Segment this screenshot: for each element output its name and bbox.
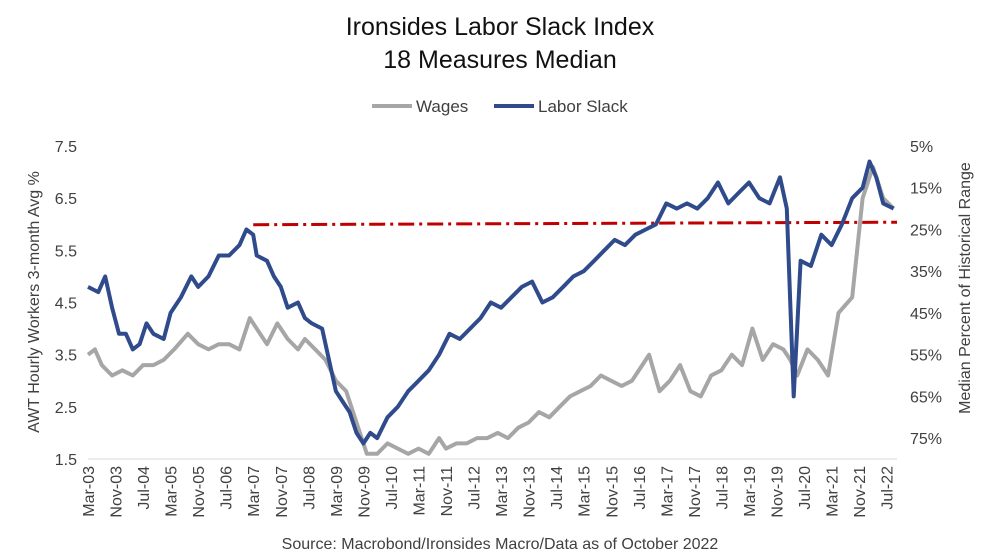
x-tick-label: Mar-19 <box>742 466 759 517</box>
x-tick-label: Mar-05 <box>164 466 181 517</box>
x-tick-label: Jul-14 <box>549 466 566 510</box>
source-note: Source: Macrobond/Ironsides Macro/Data a… <box>282 536 719 553</box>
left-axis-title: AWT Hourly Workers 3-month Avg % <box>26 171 43 433</box>
x-tick-label: Nov-09 <box>356 466 373 518</box>
x-tick-label: Mar-03 <box>81 466 98 517</box>
x-tick-label: Mar-15 <box>577 466 594 517</box>
left-tick-label: 1.5 <box>55 452 77 469</box>
right-tick-label: 65% <box>910 389 942 406</box>
x-tick-label: Nov-19 <box>770 466 787 518</box>
legend: Wages Labor Slack <box>372 97 628 116</box>
threshold-line <box>253 220 898 227</box>
right-tick-label: 25% <box>910 222 942 239</box>
x-tick-label: Jul-04 <box>136 466 153 510</box>
x-tick-label: Mar-13 <box>494 466 511 517</box>
x-tick-label: Jul-10 <box>384 466 401 510</box>
x-tick-label: Mar-21 <box>825 466 842 517</box>
x-tick-label: Nov-11 <box>439 466 456 516</box>
x-tick-label: Jul-08 <box>301 466 318 510</box>
x-tick-label: Nov-15 <box>604 466 621 518</box>
series-line-wages <box>86 164 896 456</box>
left-axis-ticks: 1.5 2.5 3.5 4.5 5.5 6.5 7.5 <box>55 139 77 469</box>
x-tick-label: Mar-09 <box>329 466 346 517</box>
x-tick-label: Jul-18 <box>714 466 731 510</box>
x-tick-label: Nov-21 <box>852 466 869 518</box>
left-tick-label: 4.5 <box>55 296 77 313</box>
x-tick-label: Nov-03 <box>109 466 126 518</box>
series-line-labor-slack <box>87 159 895 446</box>
left-tick-label: 6.5 <box>55 191 77 208</box>
chart-subtitle: 18 Measures Median <box>383 46 616 74</box>
right-axis-ticks: 5% 15% 25% 35% 45% 55% 65% 75% <box>910 139 942 448</box>
x-tick-label: Nov-07 <box>274 466 291 518</box>
left-tick-label: 2.5 <box>55 400 77 417</box>
right-tick-label: 35% <box>910 264 942 281</box>
x-tick-label: Jul-16 <box>632 466 649 510</box>
x-tick-label: Jul-06 <box>219 466 236 510</box>
right-axis-title: Median Percent of Historical Range <box>957 162 974 414</box>
right-tick-label: 15% <box>910 181 942 198</box>
x-tick-label: Nov-05 <box>191 466 208 518</box>
legend-label-labor-slack: Labor Slack <box>538 97 628 116</box>
right-tick-label: 5% <box>910 139 933 156</box>
right-tick-label: 45% <box>910 306 942 323</box>
right-tick-label: 55% <box>910 348 942 365</box>
x-tick-label: Nov-13 <box>522 466 539 518</box>
left-tick-label: 5.5 <box>55 243 77 260</box>
x-tick-label: Mar-11 <box>411 466 428 516</box>
x-tick-label: Jul-22 <box>880 466 897 510</box>
x-tick-label: Jul-12 <box>467 466 484 510</box>
x-tick-label: Jul-20 <box>797 466 814 510</box>
left-tick-label: 3.5 <box>55 348 77 365</box>
legend-label-wages: Wages <box>416 97 468 116</box>
left-tick-label: 7.5 <box>55 139 77 156</box>
plot-area <box>86 159 898 456</box>
right-tick-label: 75% <box>910 431 942 448</box>
x-tick-label: Mar-07 <box>246 466 263 517</box>
x-tick-label: Nov-17 <box>687 466 704 518</box>
x-axis-ticks: Mar-03 Nov-03 Jul-04 Mar-05 Nov-05 Jul-06 Mar-… <box>81 466 897 518</box>
chart-title: Ironsides Labor Slack Index <box>346 13 655 41</box>
x-tick-label: Mar-17 <box>659 466 676 517</box>
